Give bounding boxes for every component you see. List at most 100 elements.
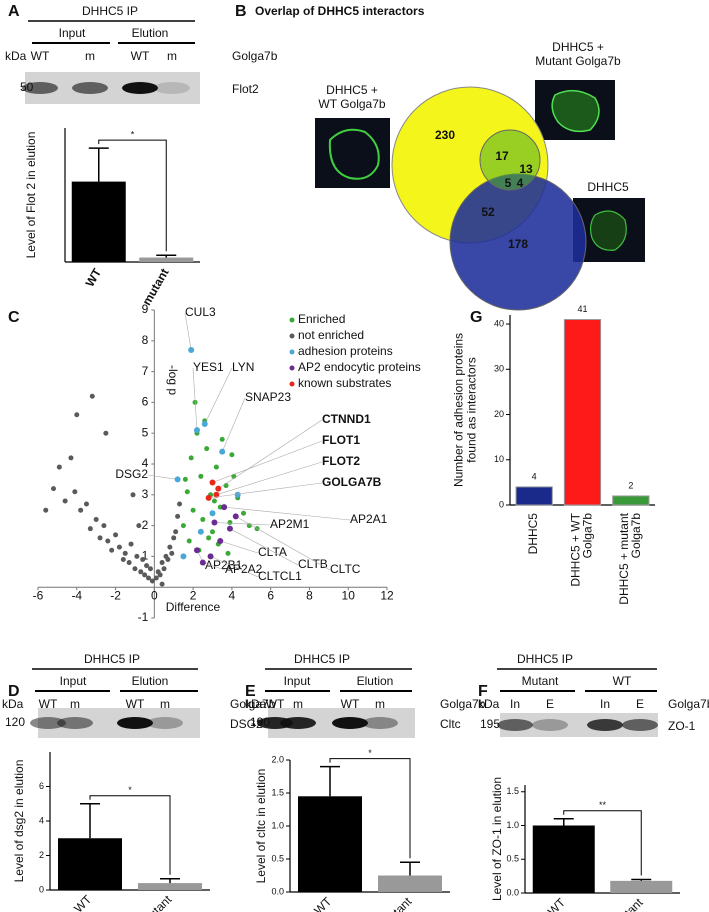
lane-label: m bbox=[375, 697, 385, 711]
blot-band bbox=[117, 717, 153, 729]
kda-label: kDa bbox=[245, 697, 267, 711]
kda-value: 195 bbox=[480, 717, 500, 731]
blot-header: DHHC5 IP bbox=[82, 4, 138, 18]
significance-label: * bbox=[131, 129, 135, 139]
blot-band bbox=[122, 82, 158, 94]
data-point bbox=[206, 535, 212, 541]
error-bar bbox=[160, 878, 180, 884]
data-point bbox=[159, 560, 165, 566]
lane-label: WT bbox=[31, 49, 50, 63]
venn-label: WT Golga7b bbox=[318, 97, 385, 111]
leader-line bbox=[235, 516, 331, 571]
legend-label: Enriched bbox=[298, 312, 345, 326]
group-label: Mutant bbox=[522, 674, 559, 688]
error-bar bbox=[400, 861, 420, 876]
panel-letter: E bbox=[245, 683, 256, 700]
lane-label: In bbox=[600, 697, 610, 711]
panel-letter: C bbox=[8, 309, 20, 326]
bar bbox=[298, 796, 362, 892]
data-point bbox=[213, 464, 219, 470]
y-tick-label: 2 bbox=[39, 850, 44, 860]
data-point bbox=[72, 489, 78, 495]
leader-line bbox=[204, 367, 233, 425]
leader-line bbox=[214, 522, 271, 526]
blot-band bbox=[57, 717, 93, 729]
venn-label: DHHC5 + bbox=[552, 40, 604, 54]
data-point bbox=[62, 498, 68, 504]
venn-label: Mutant Golga7b bbox=[535, 54, 621, 68]
lane-label: m bbox=[70, 697, 80, 711]
significance-bracket bbox=[563, 810, 642, 876]
point-label: AP2B1 bbox=[205, 558, 243, 572]
y-tick-label: 9 bbox=[142, 302, 149, 316]
y-tick-label: 2 bbox=[142, 518, 149, 532]
bar bbox=[71, 181, 126, 262]
venn-title: Overlap of DHHC5 interactors bbox=[255, 4, 425, 18]
bar bbox=[612, 495, 650, 506]
data-point bbox=[232, 513, 239, 520]
x-tick-label: 4 bbox=[229, 588, 236, 602]
y-tick-label: 6 bbox=[142, 395, 149, 409]
data-point bbox=[190, 507, 196, 513]
data-point bbox=[221, 504, 228, 511]
x-tick-label: Mutant bbox=[139, 892, 175, 912]
data-point bbox=[182, 476, 188, 482]
data-point bbox=[241, 510, 247, 516]
data-point bbox=[177, 501, 183, 507]
data-point bbox=[101, 523, 107, 529]
legend-label: not enriched bbox=[298, 328, 364, 342]
point-label: CLTA bbox=[258, 545, 287, 559]
bar bbox=[58, 838, 122, 890]
value-label: 41 bbox=[577, 304, 587, 314]
y-tick-label: 40 bbox=[494, 318, 504, 328]
data-point bbox=[210, 529, 215, 535]
leader-line bbox=[216, 461, 323, 496]
point-label: AP2M1 bbox=[270, 517, 310, 531]
x-tick-label: 8 bbox=[306, 588, 313, 602]
y-tick-label: 1.5 bbox=[271, 787, 284, 797]
data-point bbox=[74, 412, 80, 418]
lane-label: WT bbox=[39, 697, 58, 711]
data-point bbox=[173, 529, 179, 535]
legend-swatch bbox=[289, 317, 295, 323]
legend-swatch bbox=[289, 365, 295, 371]
panel-letter: F bbox=[478, 683, 488, 700]
data-point bbox=[159, 581, 165, 587]
data-point bbox=[205, 494, 212, 501]
data-point bbox=[209, 510, 216, 517]
panel-letter: B bbox=[235, 3, 247, 20]
y-axis-label: -log p bbox=[166, 365, 180, 395]
y-tick-label: 30 bbox=[494, 364, 504, 374]
blot-band bbox=[332, 717, 368, 729]
point-label: AP2A1 bbox=[350, 512, 388, 526]
data-point bbox=[188, 455, 194, 461]
leader-line bbox=[218, 419, 323, 489]
x-tick-label: -6 bbox=[33, 588, 44, 602]
data-point bbox=[157, 572, 163, 578]
data-point bbox=[225, 550, 231, 556]
x-tick-label: Mutant bbox=[379, 894, 415, 912]
lane-label: WT bbox=[131, 49, 150, 63]
leader-line bbox=[229, 528, 299, 566]
leader-line bbox=[221, 397, 246, 452]
data-point bbox=[209, 479, 216, 486]
lane-label: WT bbox=[341, 697, 360, 711]
data-point bbox=[169, 550, 175, 556]
data-point bbox=[43, 507, 49, 513]
data-point bbox=[186, 538, 192, 544]
y-tick-label: 0.5 bbox=[506, 854, 519, 864]
y-tick-label: 6 bbox=[39, 781, 44, 791]
lane-label: m bbox=[293, 697, 303, 711]
venn-count: 52 bbox=[481, 205, 495, 219]
protein-label: DSG2 bbox=[230, 717, 263, 731]
point-label: GOLGA7B bbox=[322, 475, 382, 489]
lane-label: m bbox=[160, 697, 170, 711]
protein-label: Flot2 bbox=[232, 82, 259, 96]
kda-value: 120 bbox=[5, 715, 25, 729]
lane-label: m bbox=[85, 49, 95, 63]
data-point bbox=[147, 566, 153, 572]
data-point bbox=[128, 541, 134, 547]
y-axis-label: Level of dsg2 in elution bbox=[12, 760, 26, 883]
point-label: CLTC bbox=[330, 562, 361, 576]
